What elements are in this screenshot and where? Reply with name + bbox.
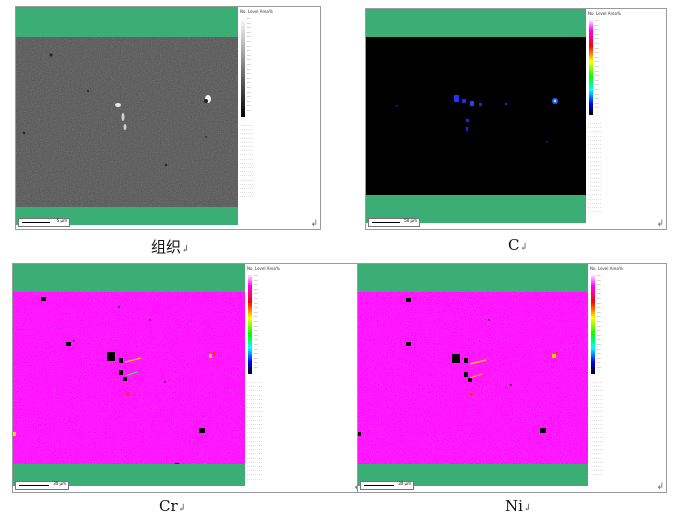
scale-bar: 5 μm [18,218,70,227]
structure-panel: 5 μm No. Level Area% --- --- --- --- ---… [15,6,321,230]
green-band-bottom [13,464,245,486]
pit-spot [49,53,53,57]
inclusion-spot [123,124,127,130]
legend-gradient [589,19,593,115]
pit-spot [87,90,89,92]
nickel-texture [358,292,588,464]
legend-gradient [248,274,252,374]
caption-text: Cr [159,497,178,515]
structure-texture [16,37,238,207]
return-mark: ↲ [177,503,187,514]
scale-bar-label: 30 μm [398,481,411,486]
element-level-legend: No. Level Area% --- --- --- --- --- --- … [588,264,666,492]
inclusion-spot [115,103,121,107]
chromium-map [13,292,245,464]
caption-text: C [508,236,520,254]
caption-carbon: C↲ [508,236,528,254]
element-level-legend: No. Level Area% --- --- --- --- --- --- … [586,9,666,229]
scale-bar-label: 30 μm [53,481,66,486]
legend-info: . . . . . . . . . . . . . . . . . . . . … [588,121,602,214]
green-band-bottom [16,207,238,225]
return-mark: ↲ [522,503,532,514]
legend-levels: --- --- --- --- --- --- --- --- --- --- … [595,18,599,110]
legend-gradient [591,274,595,374]
return-mark: ↲ [310,219,318,229]
inclusion-spot [121,113,125,121]
pit-spot [164,163,168,167]
structure-map [16,37,238,207]
nickel-map [358,292,588,464]
legend-info: . . . . . . . . . . . . . . . . . . . . … [240,123,254,199]
carbon-spots [396,95,558,143]
carbon-map [366,37,586,195]
legend-header: No. Level Area% [588,11,621,16]
scale-bar-label: 50 μm [404,218,417,223]
legend-header: No. Level Area% [590,266,623,271]
legend-levels: --- --- --- --- --- --- --- --- --- --- … [247,16,251,112]
caption-text: 组织 [151,238,182,256]
caption-chromium: Cr↲ [159,497,186,515]
legend-info: . . . . . . . . . . . . . . . . . . . . … [590,380,604,477]
legend-levels: --- --- --- --- --- --- --- --- --- --- … [254,273,258,369]
pit-spot [205,136,207,138]
element-level-legend: No. Level Area% --- --- --- --- --- --- … [245,264,363,492]
green-band-top [358,264,588,292]
green-band-top [16,7,238,37]
chromium-texture [13,292,245,464]
inclusion-spot [204,99,208,103]
chromium-panel: 30 μm No. Level Area% --- --- --- --- --… [12,263,364,493]
scale-bar-label: 5 μm [56,218,67,223]
return-mark: ↲ [656,219,664,229]
gray-level-legend: No. Level Area% --- --- --- --- --- --- … [238,7,320,229]
green-band-top [13,264,245,292]
green-band-bottom [358,464,588,486]
legend-header: No. Level Area% [247,266,280,271]
legend-levels: --- --- --- --- --- --- --- --- --- --- … [597,273,601,369]
pit-spot [22,131,26,135]
nickel-panel: 30 μm No. Level Area% --- --- --- --- --… [357,263,667,493]
legend-info: . . . . . . . . . . . . . . . . . . . . … [247,380,263,481]
return-mark: ↲ [519,242,528,253]
return-mark: ↲ [656,482,664,492]
caption-text: Ni [505,497,523,515]
legend-header: No. Level Area% [240,9,273,14]
legend-gradient [241,17,245,117]
caption-structure: 组织↲ [151,236,189,257]
scale-bar: 50 μm [368,218,420,227]
green-band-top [366,9,586,37]
return-mark: ↲ [181,244,190,255]
caption-nickel: Ni↲ [505,497,531,515]
carbon-panel: 50 μm No. Level Area% --- --- --- --- --… [365,8,667,230]
scale-bar: 30 μm [15,481,69,490]
scale-bar: 30 μm [360,481,414,490]
